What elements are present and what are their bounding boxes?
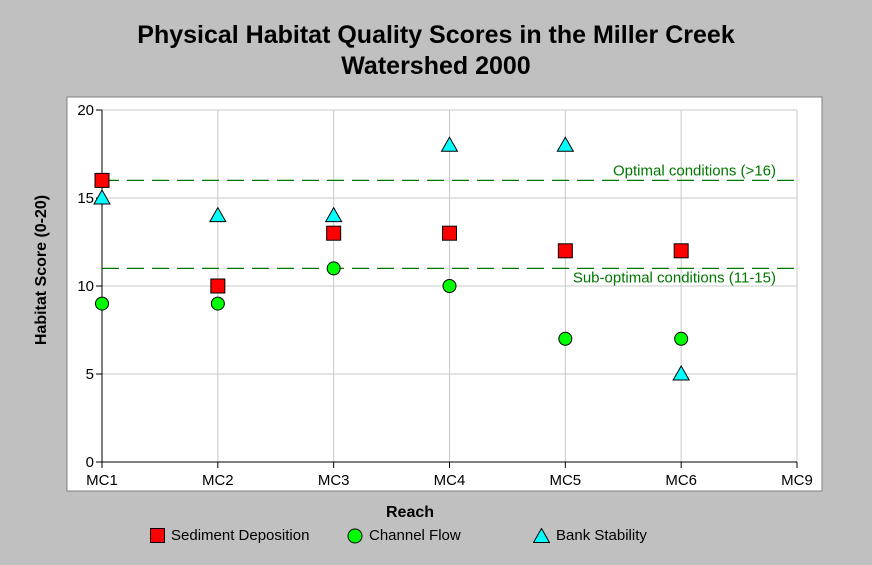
x-tick-label: MC3 xyxy=(318,472,350,489)
circle-marker-icon xyxy=(347,528,363,543)
legend-label-flow: Channel Flow xyxy=(369,527,461,544)
reference-line-label: Optimal conditions (>16) xyxy=(613,162,776,179)
legend-item-bank: Bank Stability xyxy=(533,527,647,544)
data-point-square xyxy=(442,225,457,241)
data-point-circle xyxy=(674,331,689,346)
chart-title-line2: Watershed 2000 xyxy=(341,52,531,80)
x-tick-label: MC6 xyxy=(665,472,697,489)
x-tick-label: MC5 xyxy=(549,472,581,489)
chart-title-line1: Physical Habitat Quality Scores in the M… xyxy=(137,21,735,49)
data-point-square xyxy=(673,243,689,259)
y-tick-label: 15 xyxy=(77,190,94,207)
x-tick-label: MC9 xyxy=(781,472,813,489)
triangle-marker-icon xyxy=(533,528,550,543)
legend-label-bank: Bank Stability xyxy=(556,527,647,544)
data-point-circle xyxy=(442,279,457,293)
x-axis-label: Reach xyxy=(385,504,435,521)
data-point-square xyxy=(557,243,573,259)
data-point-circle xyxy=(326,261,341,276)
data-point-triangle xyxy=(93,188,111,205)
data-point-triangle xyxy=(672,364,691,381)
x-tick-label: MC4 xyxy=(434,472,466,489)
data-point-square xyxy=(326,225,342,241)
y-tick-label: 5 xyxy=(86,366,94,383)
square-marker-icon xyxy=(150,528,165,543)
data-point-triangle xyxy=(556,136,575,152)
y-axis-label: Habitat Score (0-20) xyxy=(33,194,50,346)
legend-item-sediment: Sediment Deposition xyxy=(150,527,309,544)
legend-item-flow: Channel Flow xyxy=(347,527,461,544)
legend-label-sediment: Sediment Deposition xyxy=(171,527,310,544)
x-tick-label: MC2 xyxy=(202,472,234,489)
data-point-square xyxy=(210,278,226,294)
data-point-square xyxy=(94,172,110,188)
data-point-circle xyxy=(210,296,225,311)
data-point-triangle xyxy=(324,206,343,223)
y-tick-label: 0 xyxy=(86,454,94,471)
data-point-circle xyxy=(95,296,109,311)
x-tick-label: MC1 xyxy=(86,472,118,489)
data-point-triangle xyxy=(440,136,459,152)
data-point-triangle xyxy=(208,206,227,223)
y-tick-label: 20 xyxy=(77,102,94,119)
data-point-circle xyxy=(558,331,573,346)
plot-area xyxy=(66,96,823,492)
chart-title: Physical Habitat Quality Scores in the M… xyxy=(0,20,872,82)
reference-line-label: Sub-optimal conditions (11-15) xyxy=(573,269,776,286)
y-tick-label: 10 xyxy=(77,278,94,295)
